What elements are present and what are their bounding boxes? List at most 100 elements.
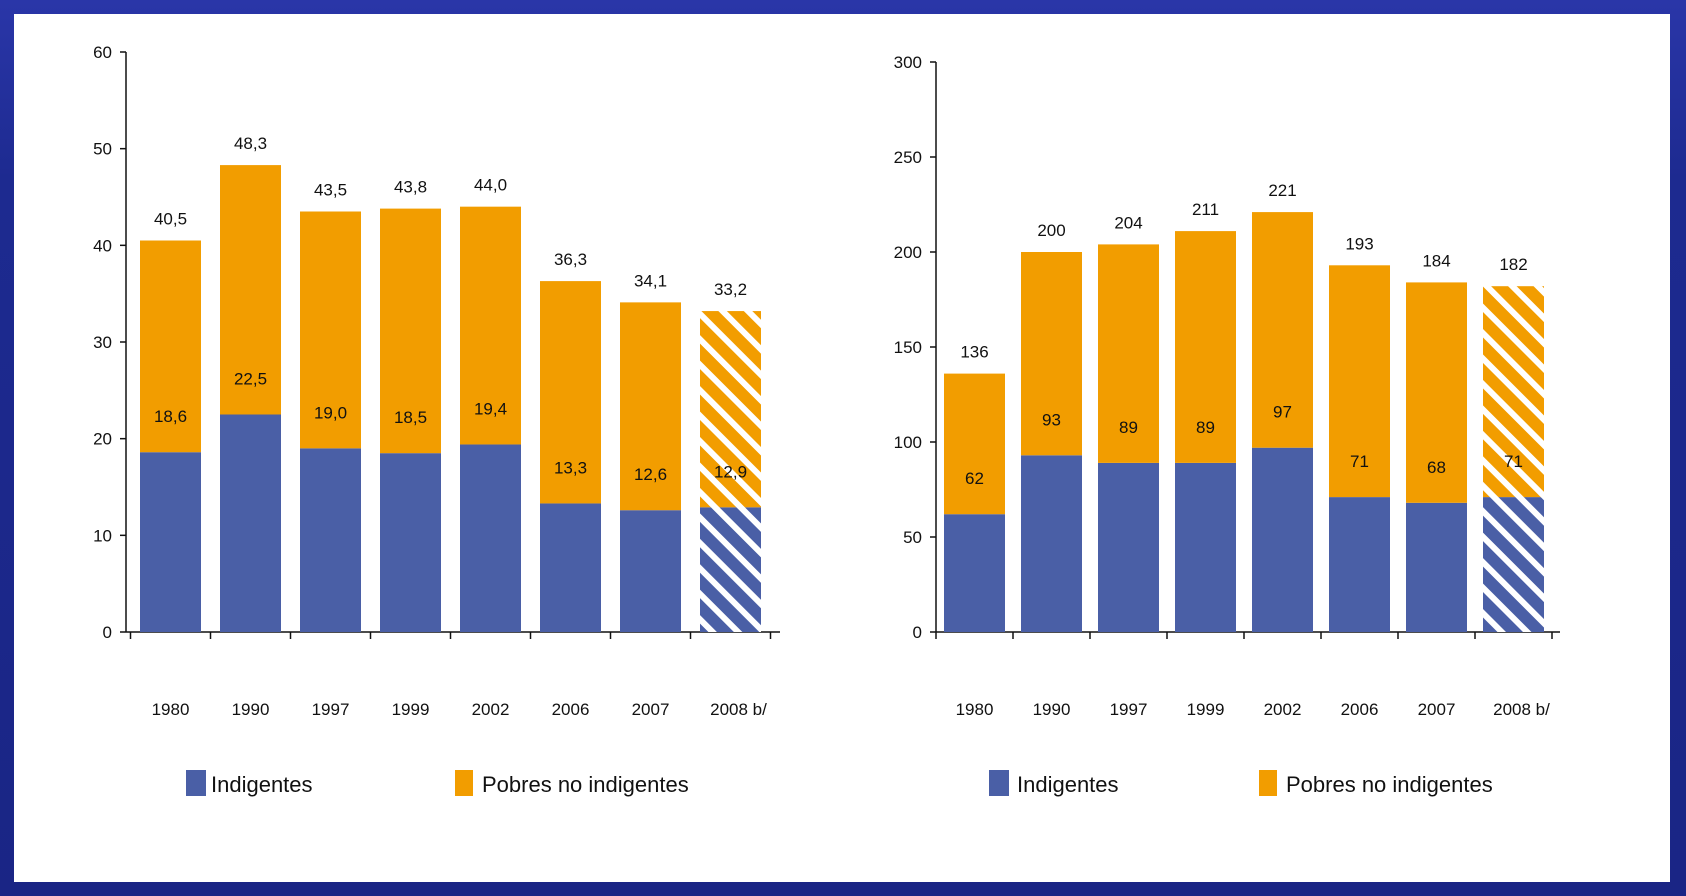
left-chart: 0 10 20 30 40 50 60 40,5 18,6 1980 48,3 22,5 1990 43,…	[93, 43, 780, 797]
y-tick-label: 60	[93, 43, 112, 62]
total-label: 204	[1114, 213, 1142, 232]
legend-swatch-pobres-no-indigentes	[1259, 770, 1277, 796]
inner-label: 18,5	[394, 408, 427, 427]
bar-pobres-no-indigentes	[460, 206, 521, 445]
chart-panel: 0 10 20 30 40 50 60 40,5 18,6 1980 48,3 22,5 1990 43,…	[14, 14, 1670, 882]
legend-label-pobres-no-indigentes: Pobres no indigentes	[482, 772, 689, 797]
bar-indigentes	[140, 452, 201, 632]
bar-indigentes	[460, 444, 521, 632]
inner-label: 19,4	[474, 399, 507, 418]
total-label: 36,3	[554, 250, 587, 269]
inner-label: 12,6	[634, 465, 667, 484]
inner-label: 89	[1119, 418, 1138, 437]
category-label: 1990	[232, 700, 270, 719]
category-label: 1980	[152, 700, 190, 719]
bar-pobres-no-indigentes	[1406, 282, 1467, 503]
category-label: 2008 b/	[1493, 700, 1550, 719]
category-label: 2002	[1264, 700, 1302, 719]
bar-indigentes	[1406, 502, 1467, 632]
y-tick-label: 50	[903, 528, 922, 547]
bar-indigentes	[220, 414, 281, 632]
total-label: 211	[1192, 200, 1219, 219]
bar-pobres-no-indigentes	[380, 208, 441, 454]
inner-label: 71	[1504, 452, 1523, 471]
bar-indigentes	[620, 510, 681, 632]
legend-label-pobres-no-indigentes: Pobres no indigentes	[1286, 772, 1493, 797]
category-label: 2007	[632, 700, 670, 719]
bar-pobres-no-indigentes	[540, 281, 601, 504]
total-label: 182	[1499, 255, 1527, 274]
legend-swatch-indigentes	[989, 770, 1009, 796]
total-label: 40,5	[154, 210, 187, 229]
bar-pobres-no-indigentes	[700, 311, 761, 508]
total-label: 200	[1037, 221, 1065, 240]
bar-pobres-no-indigentes	[1175, 231, 1236, 463]
legend-swatch-pobres-no-indigentes	[455, 770, 473, 796]
category-label: 2007	[1418, 700, 1456, 719]
y-tick-label: 300	[894, 53, 922, 72]
total-label: 221	[1268, 181, 1296, 200]
bar-pobres-no-indigentes	[944, 373, 1005, 515]
bar-indigentes	[1098, 462, 1159, 632]
y-tick-label: 20	[93, 430, 112, 449]
legend-label-indigentes: Indigentes	[211, 772, 313, 797]
bar-indigentes	[1175, 462, 1236, 632]
inner-label: 89	[1196, 418, 1215, 437]
total-label: 48,3	[234, 134, 267, 153]
bar-indigentes	[300, 448, 361, 632]
bar-indigentes	[700, 507, 761, 632]
bar-pobres-no-indigentes	[300, 211, 361, 449]
category-label: 1999	[1187, 700, 1225, 719]
y-tick-label: 200	[894, 243, 922, 262]
category-label: 1997	[1110, 700, 1148, 719]
category-label: 1980	[956, 700, 994, 719]
total-label: 44,0	[474, 176, 507, 195]
bar-indigentes	[540, 503, 601, 632]
y-tick-label: 30	[93, 333, 112, 352]
category-label: 1999	[392, 700, 430, 719]
y-tick-label: 0	[913, 623, 922, 642]
bar-pobres-no-indigentes	[220, 165, 281, 415]
bar-pobres-no-indigentes	[1329, 265, 1390, 498]
y-tick-label: 150	[894, 338, 922, 357]
bar-pobres-no-indigentes	[1483, 286, 1544, 498]
inner-label: 18,6	[154, 407, 187, 426]
y-tick-label: 100	[894, 433, 922, 452]
total-label: 193	[1345, 234, 1373, 253]
legend-label-indigentes: Indigentes	[1017, 772, 1119, 797]
inner-label: 19,0	[314, 403, 347, 422]
bar-indigentes	[1329, 497, 1390, 632]
category-label: 2008 b/	[710, 700, 767, 719]
total-label: 33,2	[714, 280, 747, 299]
total-label: 43,5	[314, 181, 347, 200]
inner-label: 12,9	[714, 462, 747, 481]
bar-indigentes	[1021, 455, 1082, 632]
category-label: 2006	[552, 700, 590, 719]
total-label: 34,1	[634, 271, 667, 290]
total-label: 43,8	[394, 178, 427, 197]
y-tick-label: 10	[93, 526, 112, 545]
bar-pobres-no-indigentes	[140, 240, 201, 453]
y-tick-label: 0	[103, 623, 112, 642]
y-tick-label: 40	[93, 236, 112, 255]
bar-pobres-no-indigentes	[1021, 252, 1082, 456]
bar-pobres-no-indigentes	[1098, 244, 1159, 463]
inner-label: 93	[1042, 410, 1061, 429]
y-tick-label: 250	[894, 148, 922, 167]
charts-canvas: 0 10 20 30 40 50 60 40,5 18,6 1980 48,3 22,5 1990 43,…	[93, 43, 1560, 797]
category-label: 2002	[472, 700, 510, 719]
category-label: 1997	[312, 700, 350, 719]
bar-pobres-no-indigentes	[1252, 212, 1313, 448]
total-label: 136	[960, 343, 988, 362]
inner-label: 13,3	[554, 458, 587, 477]
bar-indigentes	[380, 453, 441, 632]
legend-swatch-indigentes	[186, 770, 206, 796]
y-tick-label: 50	[93, 140, 112, 159]
inner-label: 22,5	[234, 370, 267, 389]
bar-indigentes	[1252, 447, 1313, 632]
inner-label: 71	[1350, 452, 1369, 471]
category-label: 2006	[1341, 700, 1379, 719]
total-label: 184	[1422, 251, 1450, 270]
right-chart: 0 50 100 150 200 250 300 136 62 1980 200 93 1990 204 8…	[894, 53, 1560, 797]
